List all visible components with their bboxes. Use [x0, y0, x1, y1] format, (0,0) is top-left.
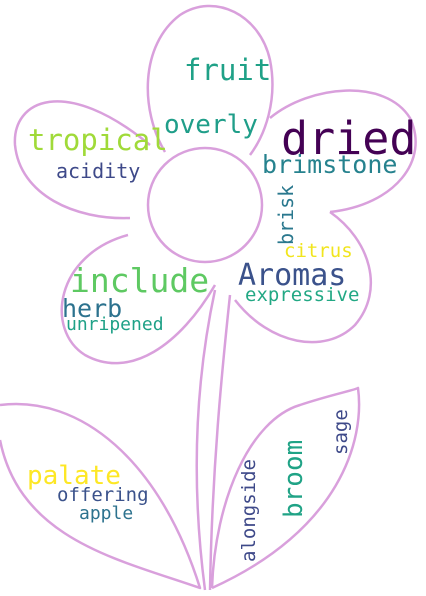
leaf-left: [0, 402, 202, 590]
word-overly: overly: [164, 110, 258, 140]
petal-left: [13, 100, 151, 220]
word-brisk: brisk: [274, 184, 298, 245]
word-herb: herb: [62, 294, 123, 323]
word-brimstone: brimstone: [262, 150, 398, 179]
word-apple: apple: [79, 503, 134, 524]
word-citrus: citrus: [284, 240, 353, 262]
word-expressive: expressive: [245, 284, 360, 306]
petal-right: [269, 89, 417, 214]
flower-center: [146, 146, 264, 264]
word-include: include: [70, 261, 210, 300]
word-broom: broom: [279, 439, 309, 518]
petal-lower-right: [234, 210, 373, 344]
word-tropical: tropical: [28, 123, 168, 157]
petal-lower-left: [60, 233, 217, 365]
word-dried: dried: [281, 112, 417, 165]
word-acidity: acidity: [56, 159, 141, 183]
word-unripened: unripened: [66, 314, 164, 335]
stem: [195, 289, 232, 591]
word-fruit: fruit: [184, 53, 272, 87]
word-alongside: alongside: [238, 459, 260, 562]
petal-top: [146, 4, 274, 156]
word-offering: offering: [57, 484, 149, 506]
word-sage: sage: [330, 409, 352, 455]
word-palate: palate: [27, 461, 121, 491]
word-aromas: Aromas: [238, 258, 347, 293]
leaf-right: [210, 386, 361, 590]
